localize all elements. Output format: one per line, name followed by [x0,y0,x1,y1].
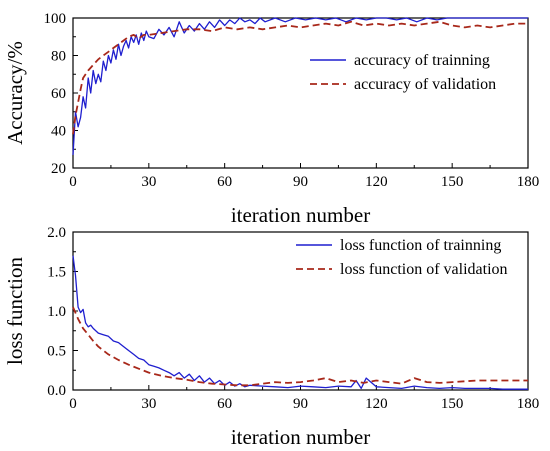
top-x-axis-title: iteration number [231,203,370,227]
top-x-tick-label: 0 [69,174,77,190]
top-y-tick-label: 20 [51,161,66,177]
top-x-tick-label: 60 [217,174,232,190]
top-y-axis-title: Accuracy/% [3,41,27,145]
bottom-x-tick-label: 60 [217,396,232,412]
top-y-tick-label: 60 [51,86,66,102]
bottom-y-tick-label: 1.5 [47,265,66,281]
bottom-series-validation-line [72,306,528,387]
bottom-x-axis-title: iteration number [231,425,370,449]
top-y-tick-label: 80 [51,49,66,65]
top-plot-frame [72,17,529,169]
bottom-x-tick-label: 30 [141,396,156,412]
bottom-x-tick-label: 90 [293,396,308,412]
bottom-series-training-line [72,255,528,390]
top-x-tick-label: 90 [293,174,308,190]
top-y-tick-label: 40 [51,124,66,140]
bottom-y-tick-label: 0.0 [47,383,66,399]
bottom-y-axis-title: loss function [3,257,27,365]
top-x-tick-label: 120 [365,174,388,190]
bottom-y-tick-label: 0.5 [47,344,66,360]
top-x-tick-label: 30 [141,174,156,190]
top-series-training-line [72,17,528,155]
top-y-tick-label: 100 [44,11,67,27]
bottom-x-tick-label: 180 [517,396,540,412]
top-x-tick-label: 180 [517,174,540,190]
bottom-y-tick-label: 1.0 [47,304,66,320]
bottom-legend-label-training: loss function of trainning [340,237,501,254]
top-legend-label-validation: accuracy of validation [354,76,496,93]
bottom-plot-frame [72,231,529,391]
bottom-x-tick-label: 150 [441,396,464,412]
bottom-x-tick-label: 0 [69,396,77,412]
top-series-validation-line [72,20,528,135]
bottom-legend-label-validation: loss function of validation [340,261,508,278]
bottom-x-tick-label: 120 [365,396,388,412]
bottom-y-tick-label: 2.0 [47,225,66,241]
top-legend-label-training: accuracy of trainning [354,52,490,69]
top-x-tick-label: 150 [441,174,464,190]
